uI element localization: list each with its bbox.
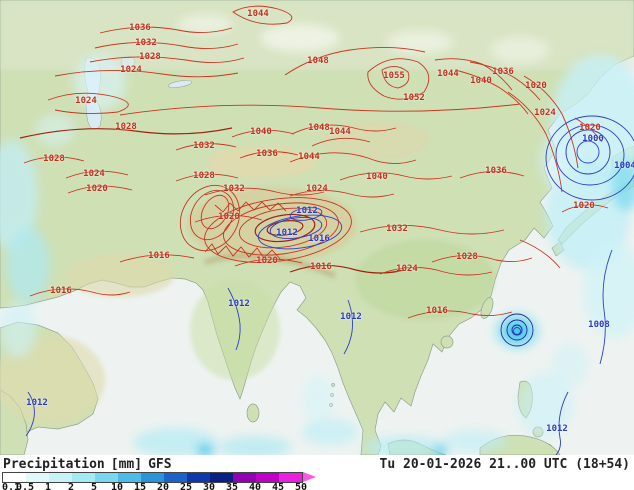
map-svg [0, 0, 634, 455]
scale-segment [233, 473, 256, 482]
scale-segment [72, 473, 95, 482]
precip-scale-ticks: 0.1 0.5 1 2 5 10 15 20 25 30 35 40 45 50 [2, 482, 342, 490]
scale-tick: 25 [179, 482, 193, 490]
scale-segment [256, 473, 279, 482]
scale-tick: 20 [156, 482, 170, 490]
scale-tick: 0.5 [15, 482, 35, 490]
scale-tick: 35 [225, 482, 239, 490]
scale-segment [26, 473, 49, 482]
precip-scale-segments [2, 472, 303, 483]
scale-segment [95, 473, 118, 482]
scale-segment [279, 473, 302, 482]
legend-unit: [mm] [110, 457, 143, 472]
precipitation-layer [0, 14, 634, 455]
sri-lanka [246, 403, 260, 423]
taiwan [480, 297, 494, 319]
isobars-high [19, 5, 609, 319]
scale-tick: 0.1 [2, 482, 21, 490]
isobars-low [25, 115, 634, 455]
legend-bar: Precipitation [mm] GFS Tu 20-01-2026 21..0… [0, 455, 634, 490]
scale-segment [187, 473, 210, 482]
scale-segment [49, 473, 72, 482]
scale-segment [210, 473, 233, 482]
scale-tick: 15 [133, 482, 147, 490]
scale-tick: 5 [90, 482, 98, 490]
scale-segment [3, 473, 26, 482]
scale-segment [141, 473, 164, 482]
scale-tick: 2 [67, 482, 75, 490]
scale-tick: 1 [44, 482, 52, 490]
scale-segment [164, 473, 187, 482]
scale-tick: 45 [271, 482, 285, 490]
hainan [440, 335, 454, 349]
legend-model: GFS [148, 457, 172, 472]
precip-scale-arrow-icon [303, 472, 316, 482]
map-canvas: 1044 1036 1032 1028 1024 1024 1028 1048 1055 1052… [0, 0, 634, 455]
scale-tick: 40 [248, 482, 262, 490]
scale-tick: 10 [110, 482, 124, 490]
precip-scale: 0.1 0.5 1 2 5 10 15 20 25 30 35 40 45 50 [2, 472, 316, 490]
lake-balkhash [167, 80, 193, 88]
andaman-island [331, 383, 335, 387]
typhoon-core [513, 327, 521, 335]
scale-segment [118, 473, 141, 482]
timestamp: Tu 20-01-2026 21..00 UTC (18+54) [379, 457, 630, 472]
legend-parameter: Precipitation [3, 457, 105, 472]
legend-title: Precipitation [mm] GFS [3, 457, 178, 472]
scale-tick: 50 [294, 482, 308, 490]
scale-tick: 30 [202, 482, 216, 490]
